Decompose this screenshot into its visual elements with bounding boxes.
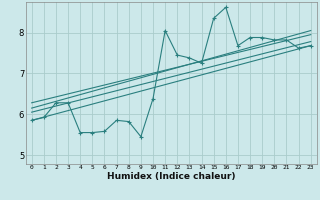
X-axis label: Humidex (Indice chaleur): Humidex (Indice chaleur) (107, 172, 236, 181)
